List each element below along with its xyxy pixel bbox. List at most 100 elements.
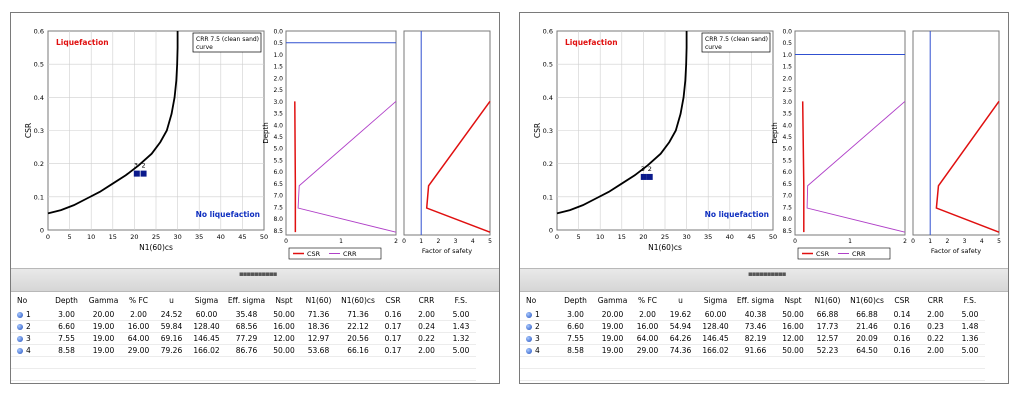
depth-tick-label: 5.0 [782, 146, 792, 153]
fs-profile-line [425, 100, 491, 233]
column-header[interactable]: Sigma [194, 296, 219, 305]
table-row[interactable]: 3 7.55 19.00 64.00 69.16 146.45 77.29 12.00 12.9… [11, 332, 476, 345]
row-number-cell: 1 [520, 309, 557, 321]
table-cell: 2.00 [916, 344, 955, 357]
column-header[interactable]: % FC [128, 296, 149, 305]
column-header[interactable]: N1(60)cs [850, 296, 884, 305]
x-tick-label: 20 [130, 233, 138, 241]
column-header[interactable]: Gamma [88, 296, 119, 305]
table-cell: 52.23 [809, 344, 846, 357]
depth-tick-label: 6.0 [273, 169, 283, 176]
column-header[interactable]: Eff. sigma [736, 296, 775, 305]
table-header-row: No Depth Gamma % FC u Sigma Eff. sigma Nspt N1(6… [11, 292, 476, 309]
column-header[interactable]: CRR [418, 296, 435, 305]
table-cell: 24.52 [155, 309, 188, 321]
empty-cell [777, 356, 809, 369]
column-header[interactable]: CSR [894, 296, 910, 305]
table-cell: 12.00 [777, 332, 809, 345]
table-row[interactable]: 2 6.60 19.00 16.00 54.94 128.40 73.46 16.00 17.7… [520, 320, 985, 333]
table-row[interactable]: 1 3.00 20.00 2.00 19.62 60.00 40.38 50.00 66.88 6… [520, 309, 985, 321]
column-header[interactable]: u [678, 296, 683, 305]
table-cell: 0.16 [888, 344, 916, 357]
column-header[interactable]: N1(60) [814, 296, 841, 305]
legend-text: CRR 7.5 (clean sand) [705, 36, 768, 43]
column-header[interactable]: N1(60) [305, 296, 332, 305]
column-header[interactable]: F.S. [454, 296, 468, 305]
table-header-row: No Depth Gamma % FC u Sigma Eff. sigma Nspt N1(6… [520, 292, 985, 309]
table-row[interactable]: 1 3.00 20.00 2.00 24.52 60.00 35.48 50.00 71.36 7… [11, 309, 476, 321]
x-tick-label: 40 [726, 233, 734, 241]
empty-cell [48, 356, 85, 369]
empty-cell [557, 368, 594, 381]
column-header[interactable]: No [526, 296, 537, 305]
column-header[interactable]: Depth [564, 296, 587, 305]
x-tick-label: 0 [793, 238, 797, 245]
splitter-handle[interactable]: ▪▪▪▪▪▪▪▪▪▪ [520, 268, 1008, 292]
x-tick-label: 5 [488, 238, 492, 245]
x-tick-label: 0 [402, 238, 406, 245]
table-cell: 20.00 [594, 309, 631, 321]
table-cell: 64.26 [664, 332, 697, 345]
column-header[interactable]: u [169, 296, 174, 305]
plots-svg: 0.60.50.40.30.20.100 5 10 15 20 25 30 35 40 45 50N… [24, 28, 492, 260]
depth-tick-label: 8.5 [273, 228, 283, 235]
table-cell: 64.50 [846, 344, 888, 357]
row-bullet-icon [526, 324, 532, 330]
table-cell: 7.55 [48, 332, 85, 345]
y-tick-label: 0.6 [543, 28, 553, 36]
table-cell: 12.97 [300, 332, 337, 345]
column-header[interactable]: Nspt [275, 296, 293, 305]
row-bullet-icon [17, 324, 23, 330]
column-header[interactable]: Depth [55, 296, 78, 305]
table-cell: 50.00 [268, 344, 300, 357]
table-cell: 50.00 [777, 309, 809, 321]
table-row[interactable]: 2 6.60 19.00 16.00 59.84 128.40 68.56 16.00 18.3… [11, 320, 476, 333]
plots-area: 0.6 0.5 0.4 0.3 0.2 0.1 0 0 5 10 15 20 25 30 35 40 45 50 N… [520, 13, 1008, 268]
empty-cell [122, 356, 155, 369]
row-number: 1 [535, 310, 540, 319]
table-row[interactable]: 4 8.58 19.00 29.00 74.36 166.02 91.66 50.00 52.2… [520, 344, 985, 357]
x-tick-label: 25 [661, 233, 669, 241]
y-tick-label: 0 [549, 227, 553, 235]
column-header[interactable]: Sigma [703, 296, 728, 305]
column-header[interactable]: Nspt [784, 296, 802, 305]
table-cell: 19.62 [664, 309, 697, 321]
column-header[interactable]: N1(60)cs [341, 296, 375, 305]
y-tick-label: 0.3 [543, 127, 553, 135]
x-tick-label: 2 [903, 238, 907, 245]
empty-cell [664, 368, 697, 381]
column-header[interactable]: No [17, 296, 28, 305]
crr-profile-line [806, 101, 906, 233]
depth-tick-label: 4.5 [782, 134, 792, 141]
grip-icon: ▪▪▪▪▪▪▪▪▪▪ [748, 270, 786, 278]
table-cell: 0.16 [888, 320, 916, 333]
row-number-cell: 2 [11, 320, 48, 333]
grip-icon: ▪▪▪▪▪▪▪▪▪▪ [239, 270, 277, 278]
column-header[interactable]: Eff. sigma [227, 296, 266, 305]
column-header[interactable]: CSR [385, 296, 401, 305]
depth-tick-label: 6.5 [782, 181, 792, 188]
x-tick-label: 5 [68, 233, 72, 241]
table-cell: 1.48 [955, 320, 985, 333]
splitter-handle[interactable]: ▪▪▪▪▪▪▪▪▪▪ [11, 268, 499, 292]
table-cell: 0.17 [379, 320, 407, 333]
table-row[interactable]: 4 8.58 19.00 29.00 79.26 166.02 86.76 50.00 53.6… [11, 344, 476, 357]
table-cell: 19.00 [594, 332, 631, 345]
table-cell: 146.45 [188, 332, 225, 345]
table-cell: 1.36 [955, 332, 985, 345]
empty-cell [594, 356, 631, 369]
empty-cell [379, 368, 407, 381]
table-cell: 2.00 [407, 309, 446, 321]
y-tick-label: 0 [40, 227, 44, 235]
x-tick-label: 50 [769, 233, 777, 241]
row-number-cell: 4 [11, 344, 48, 357]
crr-legend-label: CRR [852, 250, 866, 258]
x-tick-label: 30 [682, 233, 690, 241]
column-header[interactable]: % FC [637, 296, 658, 305]
table-cell: 166.02 [188, 344, 225, 357]
column-header[interactable]: Gamma [597, 296, 628, 305]
data-point [133, 170, 140, 177]
table-row[interactable]: 3 7.55 19.00 64.00 64.26 146.45 82.19 12.00 12.5… [520, 332, 985, 345]
column-header[interactable]: F.S. [963, 296, 977, 305]
column-header[interactable]: CRR [927, 296, 944, 305]
